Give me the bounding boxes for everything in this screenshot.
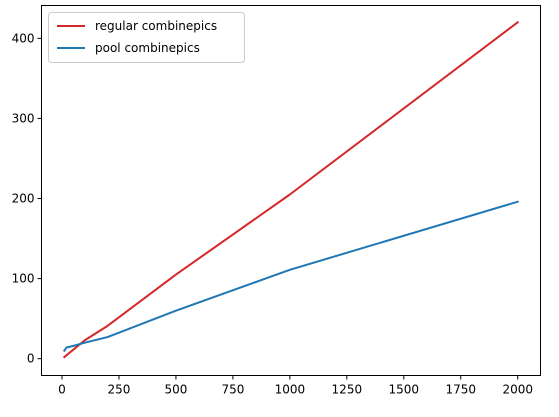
y-tick-label: 300: [12, 111, 35, 125]
x-tick-label: 1750: [445, 383, 476, 397]
y-tick-label: 200: [12, 192, 35, 206]
x-tick-label: 2000: [502, 383, 533, 397]
x-axis: 0 250 500 750 1000 1250 1500 1750 2000: [58, 375, 533, 397]
x-tick-label: 1500: [389, 383, 420, 397]
series-line-pool-combinepics: [62, 200, 519, 353]
legend: regular combinepics pool combinepics: [48, 12, 245, 63]
x-tick-label: 1000: [275, 383, 306, 397]
x-tick-label: 500: [164, 383, 187, 397]
y-tick-label: 400: [12, 31, 35, 45]
plot-frame: [41, 5, 541, 376]
legend-box: [48, 12, 245, 63]
x-tick-label: 250: [108, 383, 131, 397]
y-axis: 0 100 200 300 400: [12, 31, 42, 366]
series-layer: [62, 20, 520, 359]
x-tick-label: 750: [221, 383, 244, 397]
y-tick-label: 0: [27, 352, 35, 366]
x-tick-label: 0: [58, 383, 66, 397]
y-tick-label: 100: [12, 272, 35, 286]
legend-label-regular-combinepics: regular combinepics: [95, 19, 217, 33]
legend-label-pool-combinepics: pool combinepics: [95, 41, 200, 55]
x-tick-label: 1250: [332, 383, 363, 397]
